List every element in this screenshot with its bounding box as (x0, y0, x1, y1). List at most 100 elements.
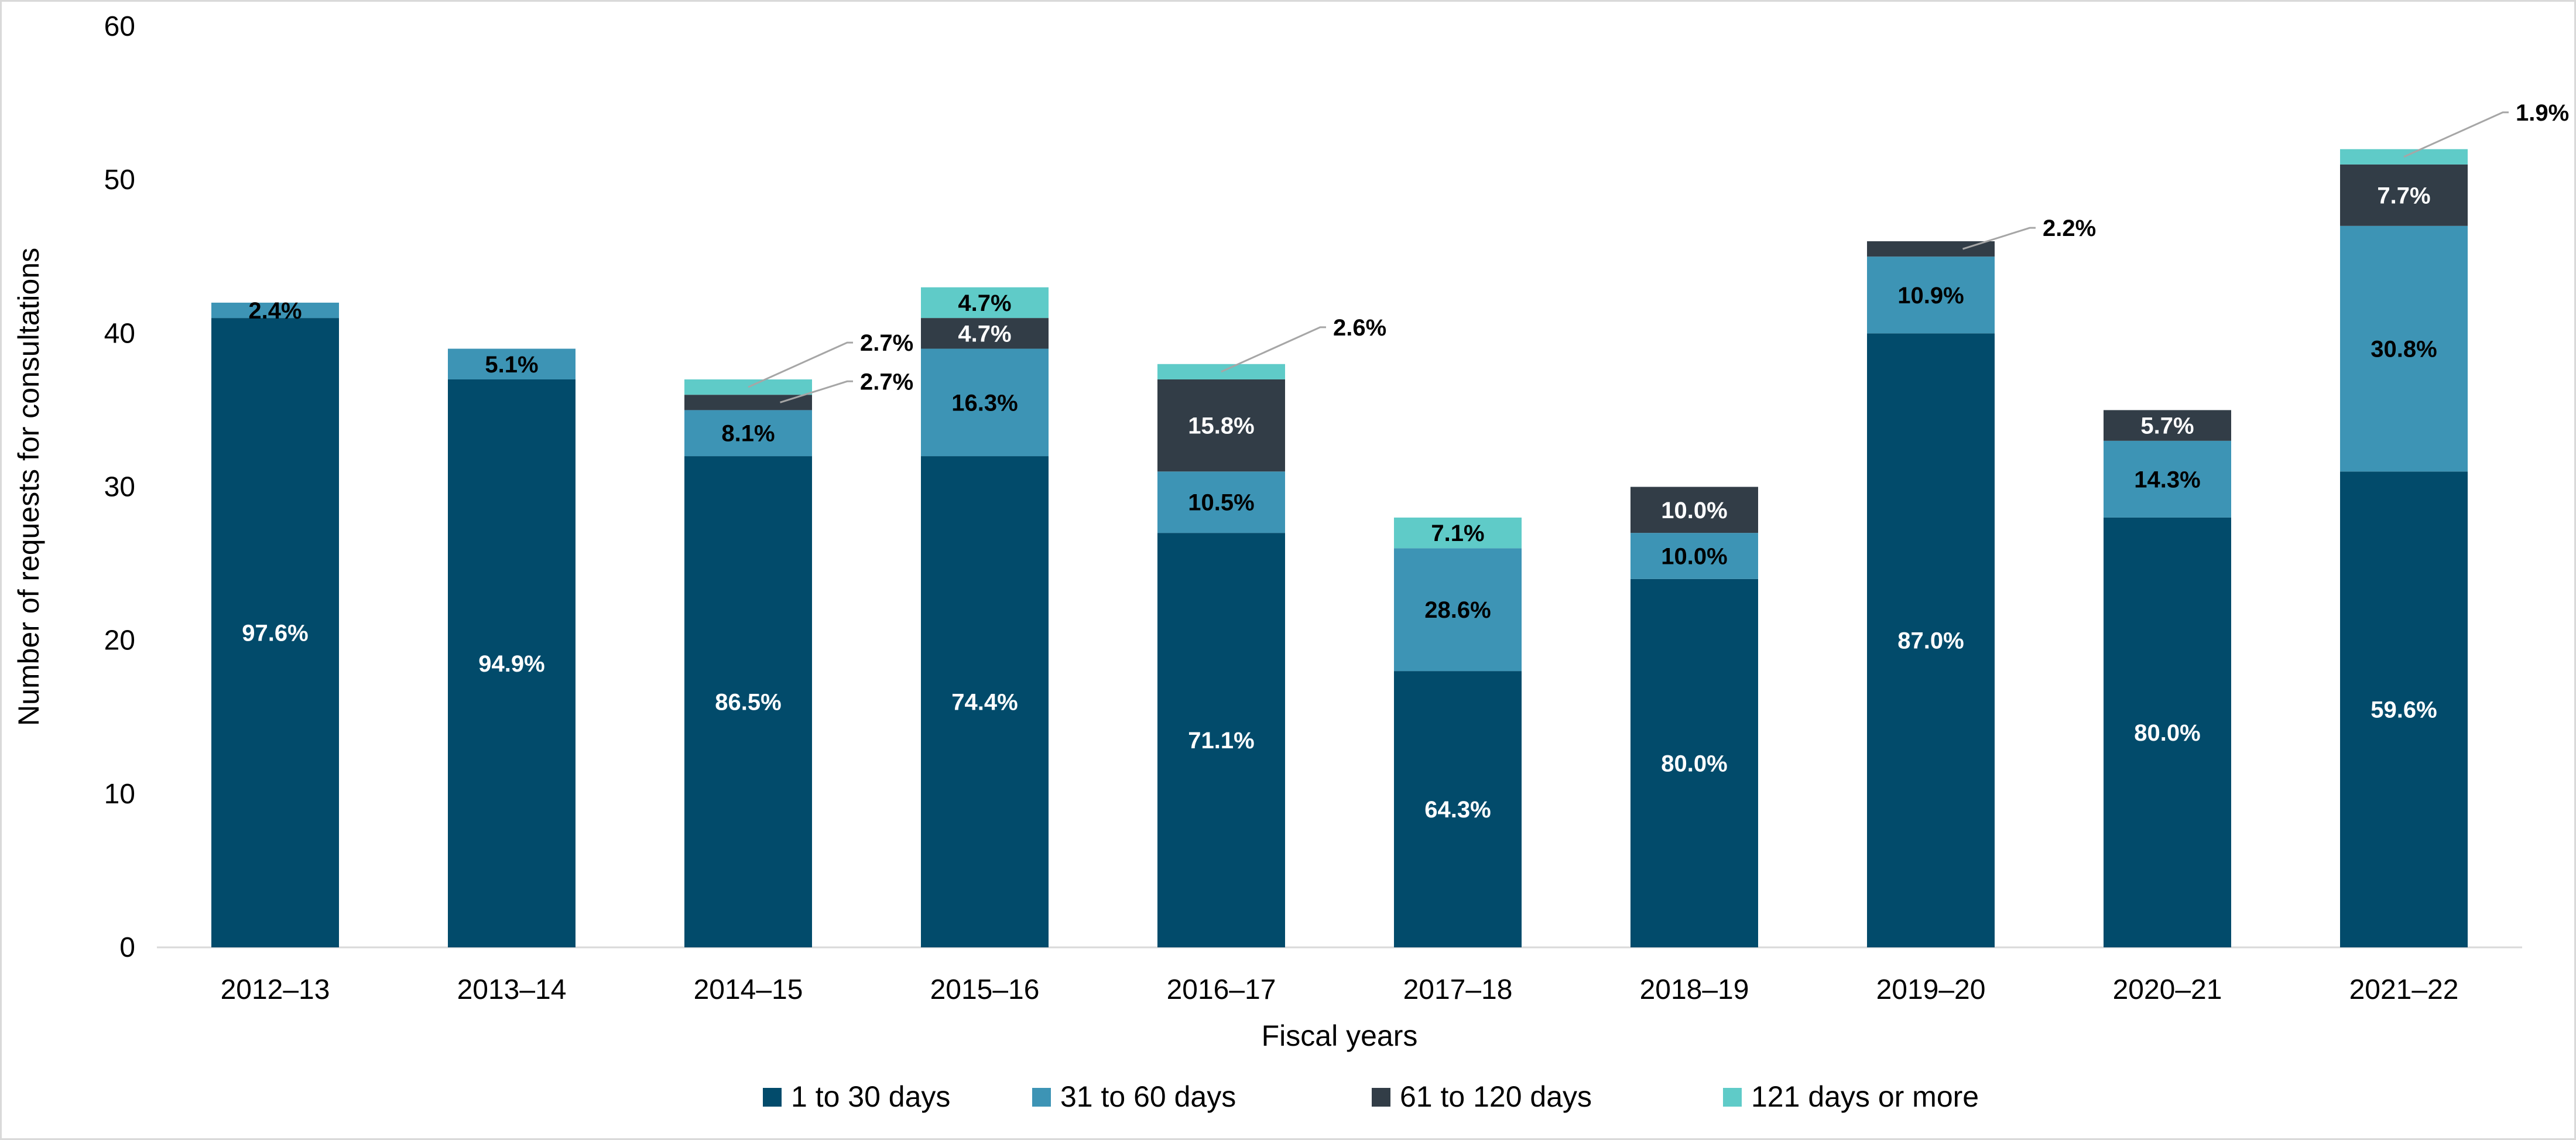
legend-swatch (1032, 1088, 1051, 1107)
x-tick-label: 2012–13 (221, 974, 330, 1005)
bar-segment (921, 348, 1049, 457)
data-label: 28.6% (1424, 597, 1491, 623)
bar-segment (684, 456, 812, 947)
y-tick-label: 60 (104, 11, 135, 42)
bar-segment (1394, 671, 1522, 947)
data-label: 80.0% (2134, 720, 2200, 746)
y-tick-label: 10 (104, 779, 135, 810)
data-label: 8.1% (721, 421, 775, 447)
x-axis: 2012–13 2013–14 2014–15 2015–16 2016–17 2017–… (157, 946, 2522, 1005)
bar-segment (448, 348, 576, 379)
data-label: 64.3% (1424, 797, 1491, 823)
x-tick-label: 2013–14 (457, 974, 567, 1005)
y-axis: 0 10 20 30 40 50 60 (104, 11, 135, 963)
bar-segment (684, 410, 812, 457)
callout-line (780, 380, 853, 403)
data-label: 94.9% (478, 651, 544, 677)
y-tick-label: 20 (104, 625, 135, 656)
bar-segment (1157, 379, 1285, 472)
data-label: 10.0% (1661, 543, 1727, 569)
x-tick-label: 2014–15 (694, 974, 803, 1005)
data-label: 2.6% (1333, 315, 1386, 341)
y-tick-label: 40 (104, 318, 135, 349)
bar-segment (1157, 471, 1285, 533)
x-tick-label: 2017–18 (1403, 974, 1513, 1005)
callout-line (2403, 111, 2509, 158)
legend-label: 121 days or more (1751, 1080, 1979, 1113)
callout-leaders (748, 111, 2509, 403)
data-label: 16.3% (951, 390, 1018, 416)
data-label: 10.5% (1188, 490, 1254, 516)
x-tick-label: 2018–19 (1640, 974, 1749, 1005)
bar-segment (1867, 241, 1995, 257)
bar-segment (2104, 517, 2231, 947)
legend-label: 1 to 30 days (791, 1080, 950, 1113)
bar-segment (1630, 578, 1758, 947)
data-label: 4.7% (958, 290, 1011, 316)
legend: 1 to 30 days 31 to 60 days 61 to 120 days 1… (763, 1080, 1979, 1113)
bars (211, 149, 2468, 948)
data-label: 15.8% (1188, 413, 1254, 439)
bar-segment (2340, 471, 2468, 947)
bar-segment (2340, 164, 2468, 226)
bar-segment (211, 302, 339, 319)
bar-segment (921, 318, 1049, 349)
bar-segment (921, 456, 1049, 947)
bar-segment (211, 318, 339, 947)
data-label: 4.7% (958, 321, 1011, 347)
data-label: 10.0% (1661, 498, 1727, 523)
data-label: 7.7% (2377, 183, 2430, 208)
bar-segment (1630, 533, 1758, 579)
callout-line (748, 341, 853, 388)
data-label: 7.1% (1431, 521, 1484, 546)
data-label: 1.9% (2516, 100, 2569, 126)
bar-segment (1867, 333, 1995, 948)
data-label: 74.4% (951, 690, 1018, 716)
x-tick-label: 2020–21 (2113, 974, 2222, 1005)
y-axis-title: Number of requests for consultations (12, 248, 45, 726)
legend-label: 31 to 60 days (1060, 1080, 1236, 1113)
callout-line (1962, 227, 2036, 250)
x-tick-label: 2019–20 (1876, 974, 1986, 1005)
data-label: 2.7% (860, 369, 913, 395)
bar-segment (1394, 517, 1522, 549)
x-axis-title: Fiscal years (1262, 1019, 1418, 1052)
data-label: 87.0% (1897, 628, 1964, 654)
bar-segment (1157, 533, 1285, 947)
bar-segment (2340, 225, 2468, 472)
callout-line (1221, 326, 1326, 373)
legend-swatch (1723, 1088, 1742, 1107)
bar-segment (1394, 548, 1522, 672)
data-label: 2.2% (2043, 215, 2096, 241)
data-label: 30.8% (2371, 337, 2437, 362)
y-tick-label: 0 (119, 932, 135, 963)
legend-swatch (763, 1088, 782, 1107)
data-label: 71.1% (1188, 728, 1254, 754)
legend-label: 61 to 120 days (1400, 1080, 1592, 1113)
bar-segment (1630, 487, 1758, 533)
y-tick-label: 30 (104, 472, 135, 503)
x-tick-label: 2015–16 (930, 974, 1040, 1005)
bar-segment (684, 395, 812, 410)
bar-segment (2104, 410, 2231, 441)
legend-swatch (1372, 1088, 1390, 1107)
data-label: 97.6% (242, 621, 308, 646)
y-tick-label: 50 (104, 165, 135, 196)
data-label: 86.5% (715, 690, 781, 716)
bar-segment (1867, 256, 1995, 334)
bar-labels: 97.6% 2.4% 94.9% 5.1% 86.5% 8.1% 2.7% 2.7% 74.4%… (242, 100, 2569, 823)
data-label: 59.6% (2371, 697, 2437, 723)
x-tick-label: 2021–22 (2349, 974, 2459, 1005)
x-tick-label: 2016–17 (1167, 974, 1276, 1005)
bar-segment (2104, 440, 2231, 518)
data-label: 5.1% (485, 352, 538, 378)
data-label: 80.0% (1661, 751, 1727, 776)
data-label: 14.3% (2134, 467, 2200, 492)
bar-segment (921, 287, 1049, 319)
data-label: 5.7% (2140, 413, 2194, 439)
data-label: 10.9% (1897, 283, 1964, 309)
bar-segment (448, 379, 576, 947)
data-label: 2.7% (860, 330, 913, 356)
